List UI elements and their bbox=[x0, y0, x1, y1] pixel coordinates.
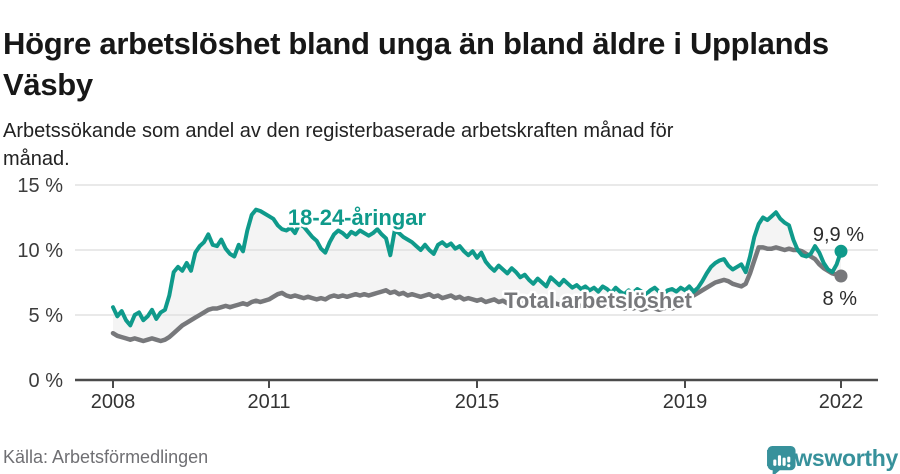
line-total-arbetsloshet bbox=[110, 245, 844, 344]
x-tick-label-2011: 2011 bbox=[247, 391, 290, 413]
brand-logo: Newsworthy bbox=[766, 445, 898, 474]
page-title: Högre arbetslöshet bland unga än bland ä… bbox=[3, 25, 829, 102]
x-tick-label-2022: 2022 bbox=[819, 391, 864, 413]
source-caption: Källa: Arbetsförmedlingen bbox=[3, 447, 209, 467]
y-tick-label-0: 0 % bbox=[29, 370, 64, 392]
series-label-total: Total arbetslöshet bbox=[504, 288, 693, 313]
y-tick-label-5: 5 % bbox=[29, 305, 64, 327]
end-label-young: 9,9 % bbox=[813, 224, 864, 246]
bar-chart-speech-bubble-icon bbox=[766, 445, 796, 474]
series-label-young: 18-24-åringar bbox=[288, 205, 427, 230]
end-label-total: 8 % bbox=[823, 288, 858, 310]
chart-generated-layers: 2008 2011 2015 2019 2022 0 % 5 % 10 % 15 % bbox=[17, 175, 878, 413]
y-tick-label-10: 10 % bbox=[17, 240, 63, 262]
x-tick-label-2019: 2019 bbox=[663, 391, 708, 413]
x-tick-label-2015: 2015 bbox=[455, 391, 500, 413]
chart-subtitle: Arbetssökande som andel av den registerb… bbox=[3, 120, 674, 170]
end-dot-total bbox=[834, 269, 848, 283]
chart-labels: 18-24-åringar Total arbetslöshet 9,9 % 8… bbox=[285, 203, 866, 316]
line-18-24-aringar bbox=[111, 207, 843, 328]
band-between-series bbox=[113, 209, 841, 341]
end-dot-young bbox=[834, 244, 848, 258]
x-tick-label-2008: 2008 bbox=[91, 391, 136, 413]
y-tick-label-15: 15 % bbox=[17, 175, 63, 197]
